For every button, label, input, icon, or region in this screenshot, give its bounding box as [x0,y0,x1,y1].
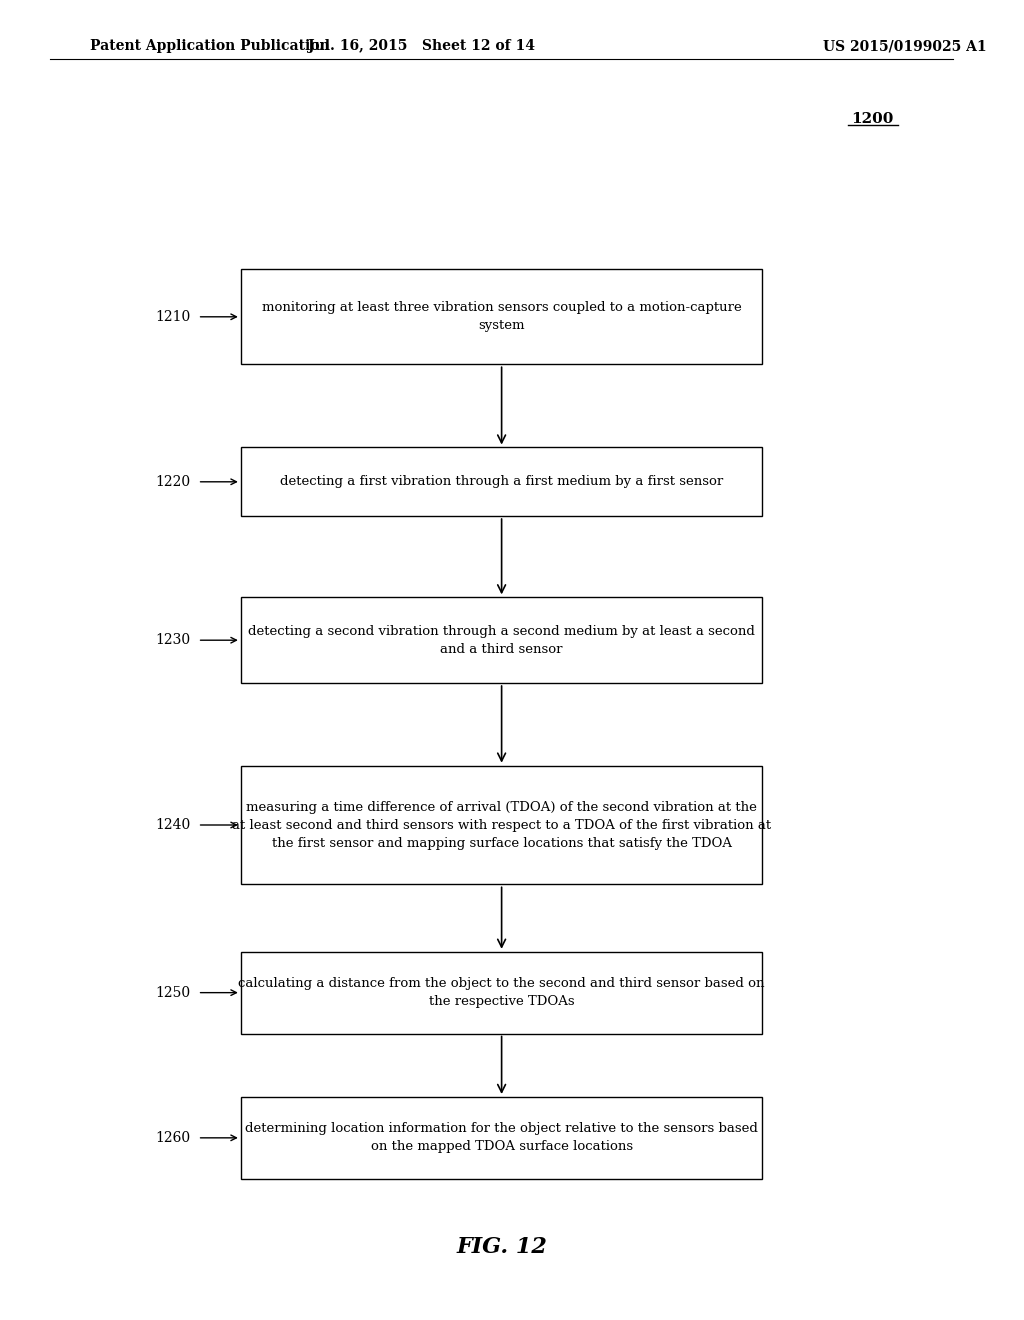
FancyBboxPatch shape [241,597,763,682]
Text: calculating a distance from the object to the second and third sensor based on
t: calculating a distance from the object t… [239,977,765,1008]
FancyBboxPatch shape [241,269,763,364]
Text: detecting a first vibration through a first medium by a first sensor: detecting a first vibration through a fi… [280,475,723,488]
Text: measuring a time difference of arrival (TDOA) of the second vibration at the
at : measuring a time difference of arrival (… [232,800,771,850]
Text: detecting a second vibration through a second medium by at least a second
and a : detecting a second vibration through a s… [248,624,755,656]
Text: 1240: 1240 [156,818,190,832]
Text: 1220: 1220 [156,475,190,488]
Text: 1210: 1210 [156,310,190,323]
FancyBboxPatch shape [241,1097,763,1179]
Text: 1260: 1260 [156,1131,190,1144]
FancyBboxPatch shape [241,766,763,884]
Text: FIG. 12: FIG. 12 [456,1237,547,1258]
Text: 1250: 1250 [156,986,190,999]
Text: monitoring at least three vibration sensors coupled to a motion-capture
system: monitoring at least three vibration sens… [262,301,741,333]
Text: determining location information for the object relative to the sensors based
on: determining location information for the… [245,1122,758,1154]
FancyBboxPatch shape [241,447,763,516]
Text: 1200: 1200 [852,112,894,125]
Text: US 2015/0199025 A1: US 2015/0199025 A1 [822,40,986,53]
FancyBboxPatch shape [241,952,763,1034]
Text: Jul. 16, 2015   Sheet 12 of 14: Jul. 16, 2015 Sheet 12 of 14 [308,40,535,53]
Text: Patent Application Publication: Patent Application Publication [90,40,330,53]
Text: 1230: 1230 [156,634,190,647]
